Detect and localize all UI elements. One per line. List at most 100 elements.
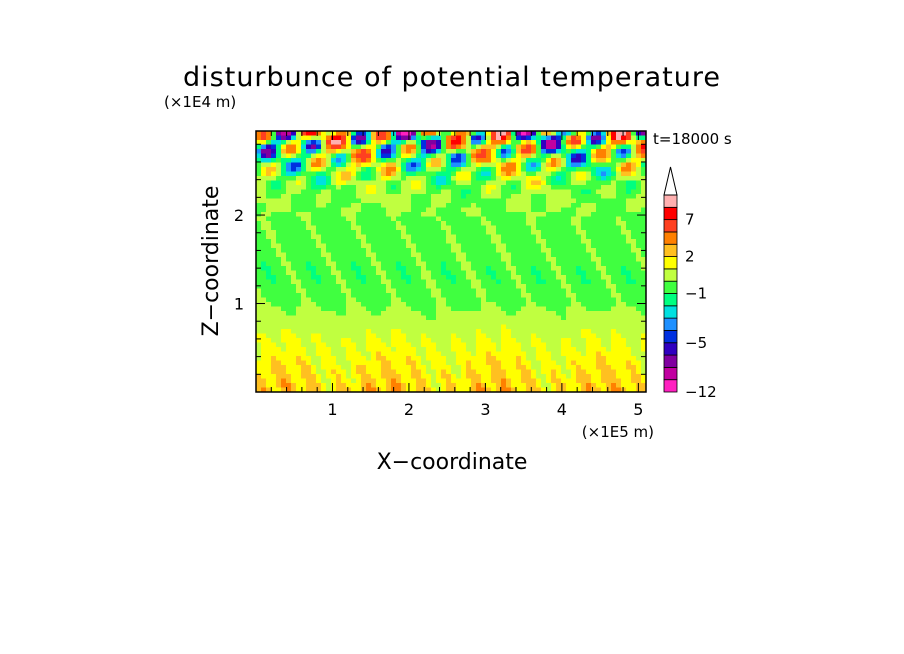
contour-cell xyxy=(451,324,457,330)
contour-cell xyxy=(486,320,492,326)
contour-cell xyxy=(581,185,587,191)
contour-cell xyxy=(521,306,527,312)
contour-cell xyxy=(616,297,622,303)
contour-cell xyxy=(301,360,307,366)
contour-cell xyxy=(341,176,347,182)
contour-cell xyxy=(591,252,597,258)
contour-cell xyxy=(421,189,427,195)
contour-cell xyxy=(501,158,507,164)
contour-cell xyxy=(451,131,457,137)
contour-cell xyxy=(541,185,547,191)
contour-cell xyxy=(331,234,337,240)
contour-cell xyxy=(501,131,507,137)
contour-cell xyxy=(391,266,397,272)
contour-cell xyxy=(466,275,472,281)
contour-cell xyxy=(581,176,587,182)
contour-cell xyxy=(371,351,377,357)
contour-cell xyxy=(626,261,632,267)
contour-cell xyxy=(301,198,307,204)
contour-cell xyxy=(436,230,442,236)
contour-cell xyxy=(406,261,412,267)
contour-cell xyxy=(481,149,487,155)
contour-cell xyxy=(606,302,612,308)
contour-cell xyxy=(566,356,572,362)
contour-cell xyxy=(356,320,362,326)
contour-cell xyxy=(476,176,482,182)
contour-cell xyxy=(471,275,477,281)
contour-cell xyxy=(311,153,317,159)
contour-cell xyxy=(611,378,617,384)
contour-cell xyxy=(311,185,317,191)
contour-cell xyxy=(361,288,367,294)
contour-cell xyxy=(356,387,362,392)
contour-cell xyxy=(301,203,307,209)
contour-cell xyxy=(361,356,367,362)
contour-cell xyxy=(261,207,267,213)
contour-cell xyxy=(611,207,617,213)
contour-cell xyxy=(541,302,547,308)
contour-cell xyxy=(566,338,572,344)
contour-cell xyxy=(416,234,422,240)
contour-cell xyxy=(371,198,377,204)
contour-cell xyxy=(281,149,287,155)
contour-cell xyxy=(551,198,557,204)
contour-cell xyxy=(531,221,537,227)
contour-cell xyxy=(506,333,512,339)
contour-cell xyxy=(591,212,597,218)
contour-cell xyxy=(591,180,597,186)
contour-cell xyxy=(376,248,382,254)
contour-cell xyxy=(336,347,342,353)
contour-cell xyxy=(451,140,457,146)
contour-cell xyxy=(591,329,597,335)
contour-cell xyxy=(346,338,352,344)
contour-cell xyxy=(381,194,387,200)
contour-cell xyxy=(341,158,347,164)
contour-cell xyxy=(261,338,267,344)
contour-cell xyxy=(511,279,517,285)
contour-cell xyxy=(641,176,646,182)
contour-cell xyxy=(601,207,607,213)
contour-cell xyxy=(306,198,312,204)
contour-cell xyxy=(641,369,646,375)
contour-cell xyxy=(386,162,392,168)
contour-cell xyxy=(591,171,597,177)
contour-cell xyxy=(366,365,372,371)
contour-cell xyxy=(571,275,577,281)
contour-cell xyxy=(406,342,412,348)
contour-cell xyxy=(406,347,412,353)
contour-cell xyxy=(491,324,497,330)
contour-cell xyxy=(366,383,372,389)
contour-cell xyxy=(441,248,447,254)
contour-cell xyxy=(281,221,287,227)
contour-cell xyxy=(396,162,402,168)
contour-cell xyxy=(491,302,497,308)
contour-cell xyxy=(296,383,302,389)
contour-cell xyxy=(381,288,387,294)
contour-cell xyxy=(376,360,382,366)
contour-cell xyxy=(531,261,537,267)
contour-cell xyxy=(576,315,582,321)
contour-cell xyxy=(281,347,287,353)
contour-cell xyxy=(286,180,292,186)
contour-cell xyxy=(351,248,357,254)
contour-cell xyxy=(576,243,582,249)
contour-cell xyxy=(401,234,407,240)
contour-cell xyxy=(371,230,377,236)
contour-cell xyxy=(481,284,487,290)
contour-cell xyxy=(311,212,317,218)
contour-cell xyxy=(316,225,322,231)
contour-cell xyxy=(371,324,377,330)
contour-cell xyxy=(301,383,307,389)
contour-cell xyxy=(376,275,382,281)
contour-cell xyxy=(626,216,632,222)
contour-cell xyxy=(601,270,607,276)
contour-cell xyxy=(401,162,407,168)
contour-cell xyxy=(536,135,542,141)
contour-cell xyxy=(606,248,612,254)
contour-cell xyxy=(576,306,582,312)
contour-cell xyxy=(301,248,307,254)
contour-cell xyxy=(316,149,322,155)
contour-cell xyxy=(576,248,582,254)
contour-cell xyxy=(506,351,512,357)
contour-cell xyxy=(466,324,472,330)
